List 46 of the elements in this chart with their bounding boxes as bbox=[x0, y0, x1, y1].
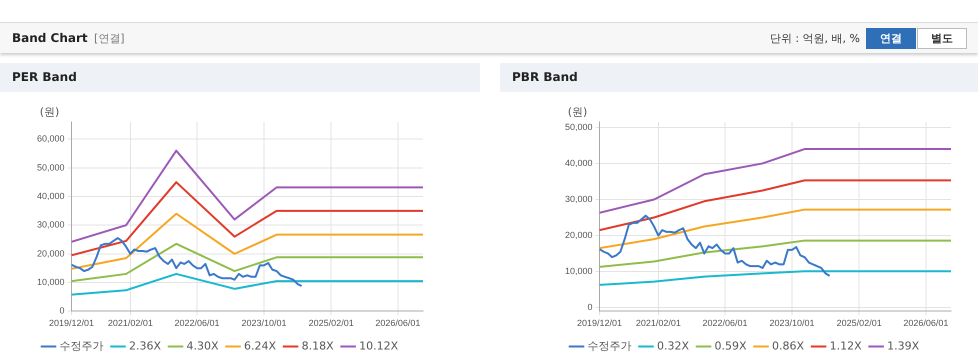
text: [연결] bbox=[94, 31, 125, 46]
legend-label: 수정주가 bbox=[588, 339, 632, 352]
x-tick-label: 2023/10/01 bbox=[241, 318, 286, 328]
x-tick-label: 2021/02/01 bbox=[108, 318, 153, 328]
y-tick-label: 10,000 bbox=[564, 266, 593, 276]
text: 단위 : 억원, 배, % bbox=[770, 31, 860, 46]
legend-label: 1.12X bbox=[830, 339, 862, 352]
y-tick-label: 50,000 bbox=[564, 122, 593, 132]
x-tick-label: 2022/06/01 bbox=[174, 318, 220, 328]
legend-label: 0.59X bbox=[714, 339, 748, 352]
y-tick-label: 20,000 bbox=[564, 230, 593, 240]
text: 별도 bbox=[917, 28, 967, 49]
chart-title: PBR Band bbox=[500, 63, 978, 92]
x-tick-label: 2021/02/01 bbox=[636, 318, 681, 328]
x-tick-label: 2022/06/01 bbox=[702, 318, 748, 328]
legend-label: 4.30X bbox=[186, 339, 220, 352]
y-tick-label: 0 bbox=[588, 302, 593, 312]
legend-label: 1.39X bbox=[887, 339, 920, 352]
y-axis-title: (원) bbox=[568, 105, 588, 118]
x-tick-label: 2023/10/01 bbox=[769, 318, 814, 328]
y-tick-label: 30,000 bbox=[564, 194, 593, 204]
x-tick-label: 2026/06/01 bbox=[903, 318, 948, 328]
x-tick-label: 2026/06/01 bbox=[375, 318, 420, 328]
y-tick-label: 40,000 bbox=[36, 191, 65, 202]
y-tick-label: 30,000 bbox=[36, 220, 65, 230]
y-tick-label: 50,000 bbox=[36, 162, 65, 172]
x-tick-label: 2019/12/01 bbox=[49, 318, 94, 328]
y-tick-label: 10,000 bbox=[36, 277, 65, 288]
y-tick-label: 60,000 bbox=[36, 134, 65, 144]
x-tick-label: 2019/12/01 bbox=[577, 318, 622, 328]
chart-title: PER Band bbox=[0, 63, 480, 92]
legend-label: 수정주가 bbox=[60, 339, 104, 352]
legend-label: 0.32X bbox=[657, 339, 690, 352]
legend-label: 2.36X bbox=[129, 339, 162, 352]
x-tick-label: 2025/02/01 bbox=[836, 318, 882, 328]
legend-label: 0.86X bbox=[772, 339, 805, 352]
y-tick-label: 0 bbox=[60, 306, 65, 316]
text: 연결 bbox=[866, 28, 916, 49]
legend-label: 8.18X bbox=[302, 339, 334, 352]
y-axis-title: (원) bbox=[40, 105, 60, 118]
x-tick-label: 2025/02/01 bbox=[308, 318, 354, 328]
legend-label: 6.24X bbox=[244, 339, 277, 352]
text: Band Chart bbox=[12, 31, 88, 45]
legend-label: 10.12X bbox=[359, 339, 399, 352]
y-tick-label: 40,000 bbox=[564, 158, 593, 168]
y-tick-label: 20,000 bbox=[36, 248, 65, 258]
